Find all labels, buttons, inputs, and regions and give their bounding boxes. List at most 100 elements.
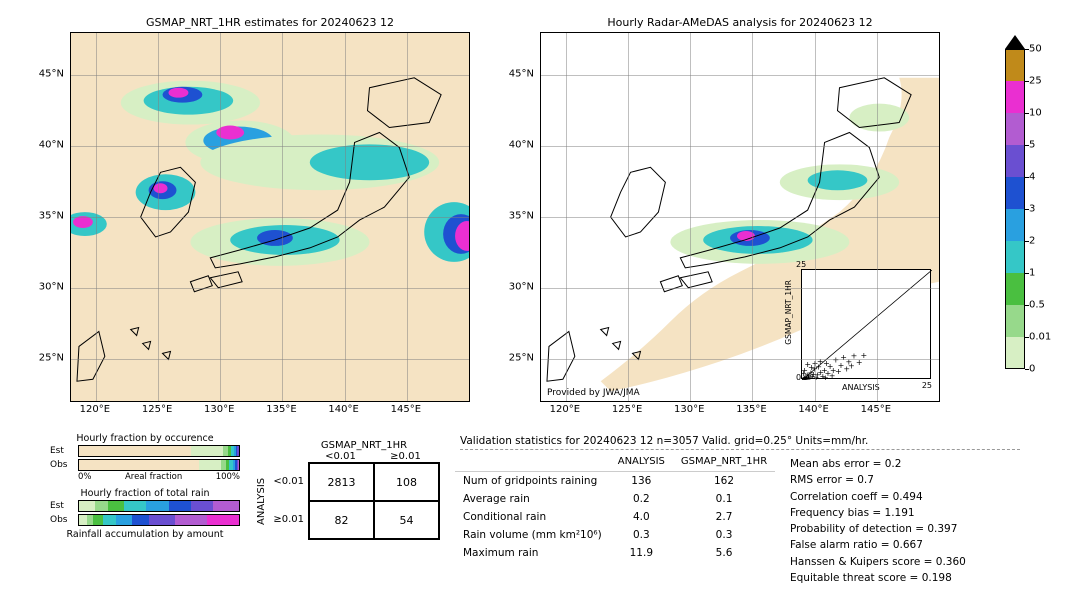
colorbar-segment [1005,305,1025,337]
validation-error-stats: Mean abs error = 0.2RMS error = 0.7Corre… [790,456,966,586]
ct-col-lt: <0.01 [308,451,373,462]
colorbar-segment [1005,209,1025,241]
colorbar-tick: 0 [1029,364,1035,375]
map-xtick: 130°E [204,400,234,415]
stacked-bar-row: Obs [50,513,240,527]
colorbar-segment [1005,49,1025,81]
bar-row-label: Obs [50,515,78,525]
ct-col-title: GSMAP_NRT_1HR [288,440,440,451]
ct-cell-11: 54 [374,501,439,539]
gsmap-map-frame [70,32,470,402]
map-xtick: 140°E [798,400,828,415]
validation-divider [460,449,1020,450]
map-ytick: 35°N [509,211,540,222]
scatter-xtick-max: 25 [922,381,932,390]
val-row-gsmap: 2.7 [673,508,775,526]
stat-line: RMS error = 0.7 [790,472,966,488]
val-row-analysis: 136 [610,472,673,491]
validation-header: Validation statistics for 20240623 12 n=… [460,435,1020,447]
val-row-analysis: 0.3 [610,526,673,544]
colorbar-segment [1005,241,1025,273]
colorbar-tick: 1 [1029,268,1035,279]
svg-text:+: + [822,373,829,380]
validation-compare-table: ANALYSIS GSMAP_NRT_1HR Num of gridpoints… [455,456,775,562]
stat-line: Mean abs error = 0.2 [790,456,966,472]
svg-text:+: + [804,360,811,369]
val-row-analysis: 11.9 [610,544,673,562]
map-xtick: 135°E [736,400,766,415]
map-xtick: 120°E [550,400,580,415]
colorbar-segment [1005,273,1025,305]
stacked-bar-row: Obs [50,458,240,472]
colorbar-tick: 3 [1029,204,1035,215]
colorbar-tick: 0.01 [1029,332,1051,343]
radar-map-frame: Provided by JWA/JMA ++++++++++++++++++++… [540,32,940,402]
scatter-inset: ++++++++++++++++++++++++++++++++++++++++… [801,269,931,379]
stat-line: Frequency bias = 1.191 [790,505,966,521]
val-row-gsmap: 5.6 [673,544,775,562]
colorbar-tick: 5 [1029,140,1035,151]
validation-header-panel: Validation statistics for 20240623 12 n=… [460,435,1020,454]
stat-line: Hanssen & Kuipers score = 0.360 [790,554,966,570]
gsmap-estimate-panel: GSMAP_NRT_1HR estimates for 20240623 12 [70,32,470,402]
val-row-label: Average rain [455,490,610,508]
ct-row-title: ANALYSIS [256,462,270,540]
stacked-bar-row: Est [50,499,240,513]
stacked-bar [78,514,240,526]
map-xtick: 120°E [80,400,110,415]
stacked-bar-row: Est [50,444,240,458]
occ-axis-label: Areal fraction [125,472,182,482]
colorbar-tick: 4 [1029,172,1035,183]
map-xtick: 125°E [142,400,172,415]
stat-line: False alarm ratio = 0.667 [790,537,966,553]
occ-axis-max: 100% [216,472,240,482]
occ-axis-min: 0% [78,472,92,482]
val-row-gsmap: 162 [673,472,775,491]
val-col-analysis: ANALYSIS [610,456,673,472]
scatter-ytick-max: 25 [796,260,806,269]
val-row-label: Num of gridpoints raining [455,472,610,491]
stat-line: Probability of detection = 0.397 [790,521,966,537]
colorbar-tick: 2 [1029,236,1035,247]
bar-row-label: Est [50,446,78,456]
map-xtick: 145°E [391,400,421,415]
colorbar-tick: 0.5 [1029,300,1045,311]
map-xtick: 135°E [266,400,296,415]
stacked-bar [78,459,240,471]
colorbar: 502510543210.50.010 [1005,35,1053,405]
colorbar-segment [1005,113,1025,145]
map-xtick: 145°E [861,400,891,415]
map-ytick: 40°N [39,140,70,151]
val-row-analysis: 4.0 [610,508,673,526]
val-col-gsmap: GSMAP_NRT_1HR [673,456,775,472]
map-ytick: 40°N [509,140,540,151]
val-row-label: Conditional rain [455,508,610,526]
map-xtick: 125°E [612,400,642,415]
radar-amedas-panel: Hourly Radar-AMeDAS analysis for 2024062… [540,32,940,402]
bar-row-label: Obs [50,460,78,470]
val-row-gsmap: 0.1 [673,490,775,508]
scatter-ytick-min: 0 [796,373,801,382]
val-row-analysis: 0.2 [610,490,673,508]
rainfrac-title: Hourly fraction of total rain [50,488,240,499]
map-ytick: 45°N [509,69,540,80]
stacked-bar [78,500,240,512]
colorbar-tick: 25 [1029,76,1042,87]
colorbar-segment [1005,177,1025,209]
colorbar-tick: 10 [1029,108,1042,119]
stat-line: Equitable threat score = 0.198 [790,570,966,586]
scatter-plot: ++++++++++++++++++++++++++++++++++++++++… [802,270,932,380]
stacked-bar [78,445,240,457]
bar-row-label: Est [50,501,78,511]
occurrence-bars-panel: Hourly fraction by occurence Est Obs 0% A… [50,433,240,540]
ct-cell-01: 108 [374,463,439,501]
val-row-label: Maximum rain [455,544,610,562]
map-ytick: 25°N [39,352,70,363]
map-ytick: 35°N [39,211,70,222]
map-xtick: 130°E [674,400,704,415]
svg-text:+: + [829,372,836,380]
scatter-xlabel: ANALYSIS [842,383,880,392]
occurrence-title: Hourly fraction by occurence [50,433,240,444]
radar-attribution: Provided by JWA/JMA [547,388,640,398]
colorbar-overflow-arrow [1005,35,1025,49]
